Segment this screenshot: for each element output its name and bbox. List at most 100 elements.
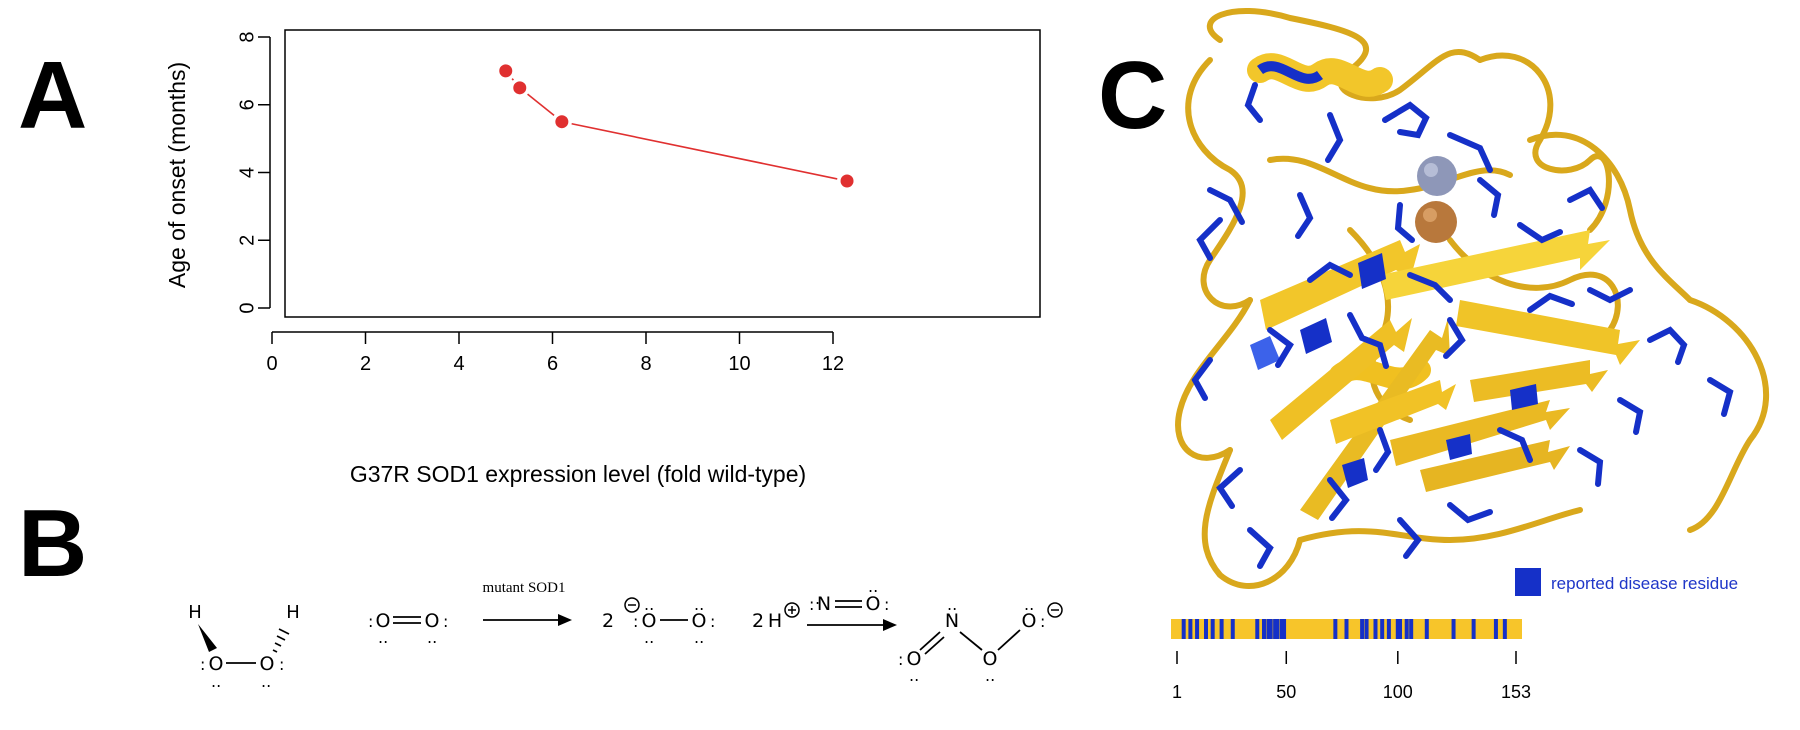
lone-pairs: .. [427,628,437,647]
x-tick-label: 10 [728,353,750,375]
single-bond [959,631,983,651]
lone-pairs: .. [261,672,271,691]
legend-label: reported disease residue [1551,574,1738,593]
disease-residue-mark [1364,619,1369,639]
double-bond [919,631,941,651]
disease-residue-mark [1373,619,1378,639]
positive-charge [784,602,800,618]
y-tick-label: 2 [236,235,258,246]
track-tick-label: 100 [1383,682,1413,702]
panel-label-b: B [18,490,88,597]
disease-residue-mark [1219,619,1224,639]
disease-residue-mark [1380,619,1385,639]
coefficient: 2 [602,610,614,632]
y-tick-label: 4 [236,167,258,178]
lone-pairs: . [815,589,820,608]
o-atom: O [907,648,922,670]
disease-residue-mark [1282,619,1287,639]
lone-pairs: : [633,612,638,631]
disease-residue-mark [1275,619,1280,639]
y-tick-label: 8 [236,31,258,42]
panel-label-c: C [1098,42,1168,149]
h-atom: H [188,602,202,623]
reaction-arrow-1: mutant SOD1 [483,580,572,626]
single-bond [997,629,1021,651]
disease-residue-mark [1181,619,1186,639]
data-point [555,115,569,129]
copper-ion-sphere [1415,201,1457,243]
y-axis-label: Age of onset (months) [164,62,190,288]
arrow-label: mutant SOD1 [483,580,566,596]
o-atom: O [1022,610,1037,632]
disease-residue-mark [1395,619,1400,639]
o-atom: O [376,610,391,632]
o-atom: O [209,653,224,675]
protein-ribbon-structure [1175,8,1770,589]
lone-pairs: : [884,595,889,614]
hashed-bond [272,628,290,653]
disease-residue-mark [1360,619,1365,639]
series-line-segment [511,78,515,81]
lone-pairs: .. [868,577,878,596]
lone-pairs: : [279,655,284,674]
x-tick-label: 0 [266,353,277,375]
double-bond [924,636,945,655]
x-tick-label: 6 [547,353,558,375]
disease-residue-mark [1261,619,1266,639]
sod1-structure-panel: reported disease residue 1 50 100 153 [1171,8,1770,702]
track-tick-label: 50 [1276,682,1296,702]
data-point [499,64,513,78]
o-atom: O [692,610,707,632]
o-atom: O [642,610,657,632]
lone-pairs: .. [694,628,704,647]
hydrogen-peroxide: H O O H : .. : .. [188,602,300,691]
disease-residue-mark [1210,619,1215,639]
zinc-ion-sphere [1417,156,1457,196]
lone-pairs: .. [694,595,704,614]
disease-residue-mark [1188,619,1193,639]
lone-pairs: .. [947,595,957,614]
lone-pairs: .. [644,628,654,647]
x-axis-label: G37R SOD1 expression level (fold wild-ty… [350,461,806,487]
lone-pairs: .. [1024,595,1034,614]
series-group [499,64,854,188]
disease-residue-mark [1268,619,1273,639]
data-point [513,81,527,95]
series-line-segment [527,93,555,117]
lone-pairs: .. [378,628,388,647]
reaction-scheme: H O O H : .. : .. : O O : .. .. mutant S… [188,577,1063,691]
disease-residue-mark [1502,619,1507,639]
track-tick-label: 153 [1501,682,1531,702]
disease-residue-mark [1451,619,1456,639]
disease-residue-mark [1344,619,1349,639]
disease-residue-mark [1424,619,1429,639]
dioxygen: : O O : .. .. [368,610,448,647]
panel-label-a: A [18,42,88,149]
series-line-segment [571,122,838,180]
plot-frame [284,29,1041,318]
lone-pairs: .. [909,666,919,685]
n-atom: N [817,593,831,615]
disease-residue-mark [1279,619,1284,639]
lone-pairs: .. [644,595,654,614]
n-atom: N [945,610,959,632]
lone-pairs: .. [985,666,995,685]
x-tick-label: 4 [453,353,464,375]
data-point [840,174,854,188]
o-atom: O [866,593,881,615]
x-tick-label: 8 [640,353,651,375]
legend-swatch [1515,568,1541,596]
lone-pairs: : [1040,612,1045,631]
lone-pairs: : [443,612,448,631]
o-atom: O [983,648,998,670]
residue-track: 1 50 100 153 [1171,619,1531,702]
x-axis: 0 2 4 6 8 10 12 [266,331,844,375]
coefficient: 2 [752,610,764,632]
o-atom: O [260,653,275,675]
disease-residue-mark [1255,619,1260,639]
disease-residue-mark [1333,619,1338,639]
superoxide: 2 : .. O .. .. O : .. [602,595,715,647]
negative-charge [624,597,640,613]
y-tick-label: 0 [236,302,258,313]
protons: 2 H [752,602,800,632]
